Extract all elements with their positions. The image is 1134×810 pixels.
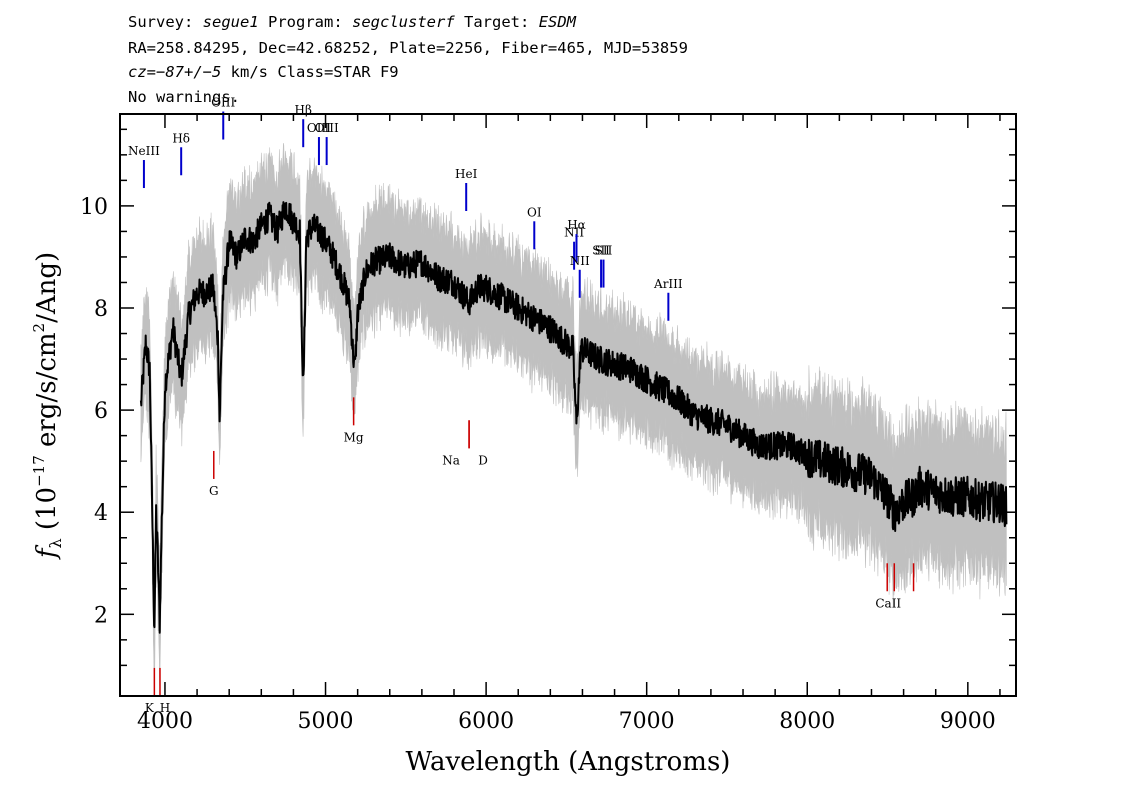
error-band-area — [140, 143, 1007, 691]
spectral-line-markers: NeIIIHδOIIIHβOIIIOIIIHeIOINIIHαNIISIISII… — [128, 96, 915, 715]
emission-line-label: NeIII — [128, 144, 160, 158]
header-line-4: No warnings. — [128, 88, 240, 106]
emission-line-label: SII — [595, 244, 613, 258]
absorption-line-label: H — [160, 701, 170, 715]
x-tick-label: 8000 — [779, 709, 835, 734]
absorption-line-label: D — [478, 453, 488, 467]
y-axis-exp: −17 — [30, 455, 48, 487]
absorption-line-label: Na — [442, 453, 460, 467]
target-label: Target: — [464, 13, 530, 31]
plot-frame — [119, 113, 1017, 697]
y-axis-end: /Ang) — [32, 252, 62, 323]
flux-line — [139, 201, 1008, 634]
y-tick-label: 10 — [80, 195, 108, 220]
class-info: km/s Class=STAR F9 — [221, 63, 399, 81]
emission-line-label: OIII — [211, 96, 235, 110]
cz-label: cz — [128, 63, 147, 81]
program-value: segclusterf — [352, 13, 455, 31]
absorption-line-label: Mg — [344, 430, 364, 444]
emission-line-label: Hα — [567, 218, 586, 232]
emission-line-label: OIII — [315, 121, 339, 135]
y-tick-label: 6 — [94, 399, 108, 424]
emission-line-label: Hβ — [295, 103, 312, 117]
absorption-line-label: G — [209, 484, 219, 498]
emission-line-label: NII — [564, 226, 584, 240]
y-axis-title: fλ (10−17 erg/s/cm2/Ang) — [30, 252, 65, 560]
y-tick-label: 8 — [94, 297, 108, 322]
emission-line-label: ArIII — [653, 277, 683, 291]
x-axis-title: Wavelength (Angstroms) — [406, 747, 731, 777]
y-axis-exp2: 2 — [30, 323, 48, 333]
x-tick-label: 6000 — [458, 709, 514, 734]
emission-line-label: SII — [592, 244, 610, 258]
y-axis-units: erg/s/cm — [32, 332, 62, 455]
header-line-1: Survey: segue1 Program: segclusterf Targ… — [128, 12, 576, 32]
survey-label: Survey: — [128, 13, 194, 31]
program-label: Program: — [268, 13, 343, 31]
target-value: ESDM — [538, 13, 577, 31]
emission-line-label: OI — [527, 205, 542, 219]
y-axis-open: (10 — [32, 487, 62, 539]
header-line-3: cz=−87+/−5 km/s Class=STAR F9 — [128, 62, 399, 82]
absorption-line-label: CaII — [875, 596, 901, 610]
emission-line-label: NII — [570, 254, 590, 268]
y-tick-label: 4 — [94, 501, 108, 526]
x-tick-label: 9000 — [940, 709, 996, 734]
header-line-2: RA=258.84295, Dec=42.68252, Plate=2256, … — [128, 39, 688, 57]
absorption-line-label: K — [145, 701, 155, 715]
emission-line-label: Hδ — [172, 131, 190, 145]
x-tick-label: 7000 — [619, 709, 675, 734]
axes: 4000 5000 6000 7000 8000 9000 2 4 6 8 10 — [80, 114, 1016, 734]
x-tick-label: 4000 — [137, 709, 193, 734]
survey-value: segue1 — [202, 13, 259, 31]
emission-line-label: HeI — [455, 167, 478, 181]
cz-value: =−87+/−5 — [146, 63, 222, 81]
y-tick-label: 2 — [94, 603, 108, 628]
x-tick-label: 5000 — [298, 709, 354, 734]
y-axis-sub: λ — [46, 538, 65, 548]
flux-series — [139, 201, 1008, 634]
error-band — [140, 143, 1007, 691]
